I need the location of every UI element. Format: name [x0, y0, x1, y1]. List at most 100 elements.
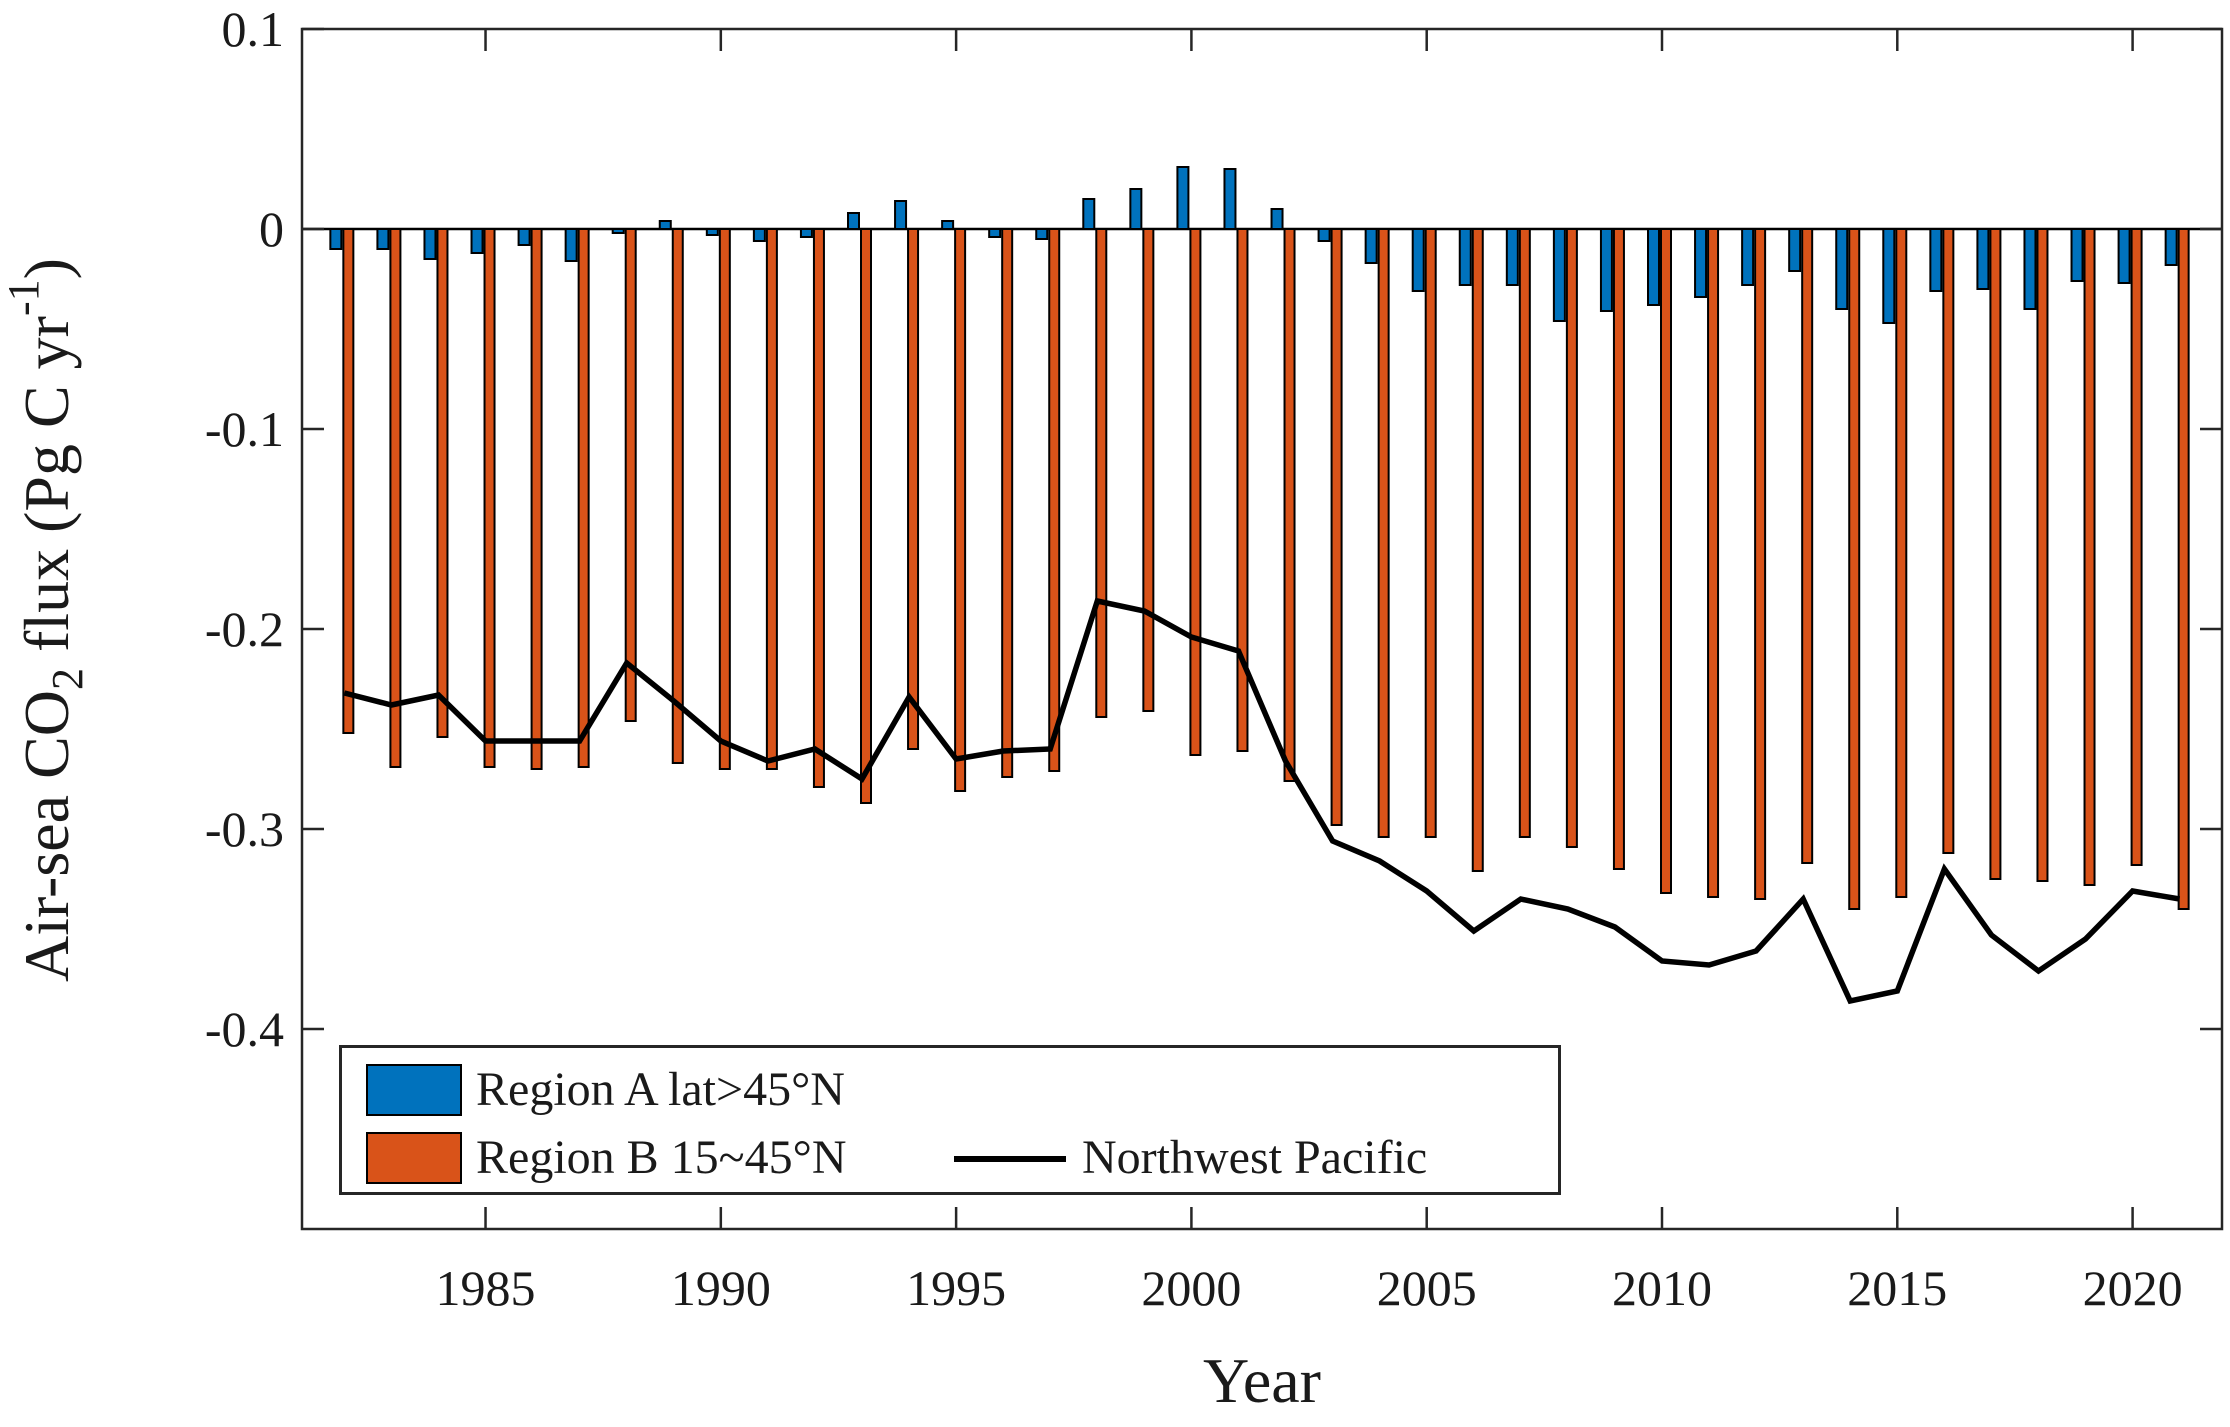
bar-region-a-2003	[1317, 228, 1331, 242]
legend-swatch-region-b	[366, 1132, 462, 1184]
bar-region-a-2021	[2164, 228, 2178, 266]
y-tick-label: -0.3	[205, 801, 284, 857]
y-tick-label: -0.1	[205, 401, 284, 457]
bar-region-a-1989	[658, 220, 672, 230]
bar-region-b-1994	[907, 228, 920, 750]
bar-region-b-1987	[577, 228, 590, 768]
bar-region-a-2015	[1882, 228, 1896, 324]
bar-region-b-1995	[954, 228, 967, 792]
bar-region-b-2018	[2036, 228, 2049, 882]
y-tick-label: 0	[259, 201, 284, 257]
bar-region-a-1998	[1082, 198, 1096, 230]
legend-label-region-b: Region B 15~45°N	[476, 1131, 847, 1184]
bar-region-b-1985	[483, 228, 496, 768]
x-tick-label: 2020	[2083, 1260, 2183, 1316]
bar-region-a-1992	[799, 228, 813, 238]
x-tick-label: 1985	[436, 1260, 536, 1316]
bar-region-b-2002	[1283, 228, 1296, 782]
bar-region-b-1986	[530, 228, 543, 770]
bar-region-a-2009	[1599, 228, 1613, 312]
bar-region-a-1999	[1129, 188, 1143, 230]
bar-region-b-2013	[1801, 228, 1814, 864]
bar-region-b-2021	[2177, 228, 2190, 910]
bar-region-a-2008	[1552, 228, 1566, 322]
x-tick-label: 2005	[1377, 1260, 1477, 1316]
y-tick-label: -0.4	[205, 1001, 284, 1057]
bar-region-b-2016	[1942, 228, 1955, 854]
bar-region-b-1993	[860, 228, 872, 804]
bar-region-b-1998	[1095, 228, 1108, 718]
bar-region-a-2010	[1647, 228, 1660, 306]
bar-region-a-1986	[517, 228, 531, 246]
legend-label-northwest-pacific: Northwest Pacific	[1082, 1131, 1428, 1184]
bar-region-a-1993	[847, 212, 860, 230]
bar-region-a-1990	[705, 228, 719, 236]
bar-region-a-2006	[1458, 228, 1472, 286]
bar-region-b-2015	[1895, 228, 1908, 898]
x-axis-label: Year	[1203, 1345, 1321, 1416]
bar-region-a-1987	[564, 228, 578, 262]
bar-region-a-1991	[752, 228, 766, 242]
legend-label-region-a: Region A lat>45°N	[476, 1063, 845, 1116]
bar-region-a-2014	[1835, 228, 1849, 310]
bar-region-a-2001	[1223, 168, 1237, 230]
legend-swatch-region-a	[366, 1064, 462, 1116]
bar-region-b-2020	[2130, 228, 2143, 866]
bar-region-b-2009	[1612, 228, 1625, 870]
legend: Region A lat>45°N Region B 15~45°N North…	[339, 1045, 1561, 1195]
bar-region-b-2017	[1989, 228, 2002, 880]
plot-area: 0.1 0 -0.1 -0.2 -0.3 -0.4 1985 1990 1995 2000 2005…	[205, 1, 2224, 1316]
bar-region-b-1997	[1048, 228, 1061, 772]
bar-region-b-2019	[2083, 228, 2096, 886]
bar-region-b-1992	[812, 228, 825, 788]
legend-line-sample	[954, 1156, 1066, 1162]
bar-region-a-1994	[894, 200, 908, 230]
bar-region-a-2020	[2117, 228, 2131, 284]
bar-region-b-2000	[1189, 228, 1202, 756]
bar-region-a-2019	[2070, 228, 2084, 282]
bar-region-b-1990	[718, 228, 731, 770]
bar-region-a-1996	[988, 228, 1002, 238]
bar-region-a-1995	[941, 220, 955, 230]
y-tick-label: -0.2	[205, 601, 284, 657]
bar-region-b-2010	[1660, 228, 1672, 894]
bar-region-b-1983	[389, 228, 402, 768]
bar-region-b-2003	[1330, 228, 1343, 826]
bar-region-b-2014	[1848, 228, 1861, 910]
bar-region-b-2005	[1424, 228, 1437, 838]
bar-region-b-2006	[1471, 228, 1484, 872]
bar-region-b-1988	[624, 228, 637, 722]
bar-region-a-2018	[2023, 228, 2037, 310]
bar-region-a-1988	[611, 228, 625, 234]
bar-region-b-2007	[1518, 228, 1531, 838]
bar-region-b-1984	[436, 228, 449, 738]
x-tick-label: 2000	[1141, 1260, 1241, 1316]
y-axis-label: Air-sea CO2 flux (Pg C yr-1)	[0, 258, 92, 982]
bar-region-a-2013	[1788, 228, 1802, 272]
bar-region-b-2008	[1565, 228, 1578, 848]
bar-region-b-1989	[671, 228, 684, 764]
bar-region-a-1983	[376, 228, 390, 250]
bar-region-a-2012	[1741, 228, 1755, 286]
bar-region-b-1996	[1001, 228, 1014, 778]
bar-region-b-2004	[1377, 228, 1390, 838]
bar-region-a-1985	[470, 228, 484, 254]
y-tick-label: 0.1	[222, 1, 285, 57]
x-tick-label: 2010	[1612, 1260, 1712, 1316]
bar-region-a-1997	[1035, 228, 1049, 240]
bar-region-a-1984	[423, 228, 437, 260]
x-tick-label: 1995	[906, 1260, 1006, 1316]
bar-region-b-2012	[1754, 228, 1767, 900]
bar-region-a-2004	[1364, 228, 1378, 264]
bar-region-a-1982	[329, 228, 343, 250]
bar-region-b-2011	[1707, 228, 1720, 898]
bar-region-b-1999	[1142, 228, 1155, 712]
bar-region-a-2016	[1929, 228, 1943, 292]
bar-region-b-1991	[765, 228, 778, 770]
bar-region-a-2005	[1411, 228, 1425, 292]
bar-region-a-2000	[1176, 166, 1190, 230]
x-tick-label: 2015	[1847, 1260, 1947, 1316]
bar-region-a-2007	[1505, 228, 1519, 286]
